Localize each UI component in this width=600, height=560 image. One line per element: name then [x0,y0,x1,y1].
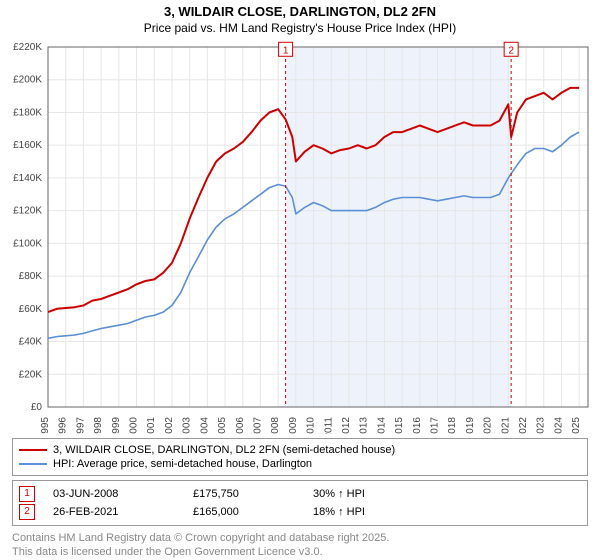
svg-text:2017: 2017 [430,416,441,433]
svg-text:1998: 1998 [93,416,104,433]
marker-badge: 2 [19,504,35,520]
svg-text:2023: 2023 [536,416,547,433]
svg-text:2025: 2025 [571,416,582,433]
license-text: Contains HM Land Registry data © Crown c… [12,532,588,560]
license-line2: This data is licensed under the Open Gov… [12,546,588,560]
svg-text:£80K: £80K [19,271,43,282]
marker-price: £165,000 [193,506,313,518]
svg-text:2024: 2024 [553,416,564,433]
marker-delta: 30% ↑ HPI [313,488,365,500]
svg-text:£100K: £100K [13,238,42,249]
svg-text:£220K: £220K [13,42,42,53]
legend-row: 3, WILDAIR CLOSE, DARLINGTON, DL2 2FN (s… [19,443,581,457]
svg-text:2004: 2004 [199,416,210,433]
marker-row: 1 03-JUN-2008£175,75030% ↑ HPI [19,485,581,503]
svg-text:1999: 1999 [111,416,122,433]
chart-title: 3, WILDAIR CLOSE, DARLINGTON, DL2 2FN [0,0,600,21]
legend-label: HPI: Average price, semi-detached house,… [53,458,312,470]
marker-table: 1 03-JUN-2008£175,75030% ↑ HPI 2 26-FEB-202… [12,480,588,526]
svg-text:£140K: £140K [13,173,42,184]
svg-text:£160K: £160K [13,140,42,151]
svg-text:2005: 2005 [217,416,228,433]
svg-text:2008: 2008 [270,416,281,433]
svg-text:2016: 2016 [412,416,423,433]
marker-price: £175,750 [193,488,313,500]
svg-text:2019: 2019 [465,416,476,433]
svg-text:2006: 2006 [235,416,246,433]
marker-badge: 1 [19,486,35,502]
svg-text:2014: 2014 [376,416,387,433]
svg-text:1995: 1995 [40,416,51,433]
chart-svg: £0 £20K £40K £60K £80K £100K £120K £140K £160K £1… [0,39,600,434]
svg-text:2011: 2011 [323,416,334,433]
svg-text:1: 1 [283,45,289,56]
svg-text:2022: 2022 [518,416,529,433]
svg-text:£20K: £20K [19,369,43,380]
legend-swatch [19,449,47,451]
marker-date: 26-FEB-2021 [53,506,193,518]
svg-text:2020: 2020 [483,416,494,433]
svg-text:2002: 2002 [164,416,175,433]
svg-text:2015: 2015 [394,416,405,433]
marker-delta: 18% ↑ HPI [313,506,365,518]
svg-text:2021: 2021 [500,416,511,433]
svg-text:2018: 2018 [447,416,458,433]
svg-text:£40K: £40K [19,336,43,347]
legend-label: 3, WILDAIR CLOSE, DARLINGTON, DL2 2FN (s… [53,444,395,456]
svg-text:1997: 1997 [75,416,86,433]
svg-text:£200K: £200K [13,75,42,86]
svg-text:2003: 2003 [182,416,193,433]
chart-subtitle: Price paid vs. HM Land Registry's House … [0,21,600,39]
license-line1: Contains HM Land Registry data © Crown c… [12,532,588,546]
marker-date: 03-JUN-2008 [53,488,193,500]
svg-text:2009: 2009 [288,416,299,433]
legend-box: 3, WILDAIR CLOSE, DARLINGTON, DL2 2FN (s… [12,438,588,476]
svg-text:£180K: £180K [13,107,42,118]
chart-area: £0 £20K £40K £60K £80K £100K £120K £140K £160K £1… [0,39,600,434]
svg-text:1996: 1996 [58,416,69,433]
svg-text:2000: 2000 [129,416,140,433]
svg-text:2: 2 [508,45,514,56]
svg-text:£60K: £60K [19,304,43,315]
svg-text:2010: 2010 [306,416,317,433]
svg-text:2012: 2012 [341,416,352,433]
svg-text:2013: 2013 [359,416,370,433]
legend-row: HPI: Average price, semi-detached house,… [19,457,581,471]
marker-row: 2 26-FEB-2021£165,00018% ↑ HPI [19,503,581,521]
svg-text:£0: £0 [31,402,43,413]
svg-text:£120K: £120K [13,206,42,217]
svg-text:2007: 2007 [252,416,263,433]
legend-swatch [19,463,47,465]
svg-text:2001: 2001 [146,416,157,433]
